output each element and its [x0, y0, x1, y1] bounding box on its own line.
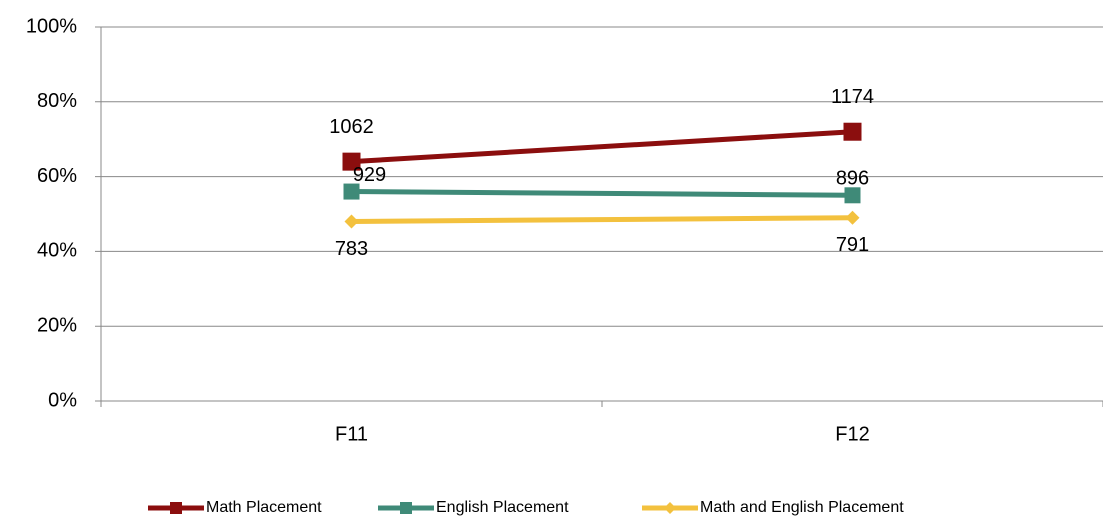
- legend-marker: [400, 502, 412, 514]
- data-label: 1062: [329, 116, 374, 138]
- data-label: 791: [836, 234, 869, 256]
- legend-label: Math and English Placement: [700, 499, 904, 516]
- y-tick-label: 0%: [48, 389, 77, 411]
- data-label: 929: [353, 164, 386, 186]
- y-tick-label: 40%: [37, 240, 77, 262]
- y-tick-label: 100%: [26, 15, 77, 37]
- line: [351, 129, 853, 165]
- data-label: 896: [836, 168, 869, 190]
- line: [351, 215, 853, 224]
- data-label: 1174: [831, 86, 874, 108]
- legend-label: English Placement: [436, 499, 569, 516]
- legend-marker: [664, 502, 676, 514]
- point: [845, 210, 860, 225]
- x-tick-label: F11: [335, 423, 368, 445]
- y-tick-label: 80%: [37, 90, 77, 112]
- point: [843, 122, 862, 141]
- y-tick-label: 20%: [37, 314, 77, 336]
- data-label: 783: [335, 238, 368, 260]
- point: [344, 214, 359, 229]
- y-tick-label: 60%: [37, 165, 77, 187]
- line: [351, 189, 853, 198]
- point: [844, 187, 861, 204]
- point: [342, 152, 361, 171]
- x-tick-label: F12: [835, 423, 869, 445]
- legend-marker: [170, 502, 182, 514]
- point: [343, 183, 360, 200]
- legend-label: Math Placement: [206, 499, 322, 516]
